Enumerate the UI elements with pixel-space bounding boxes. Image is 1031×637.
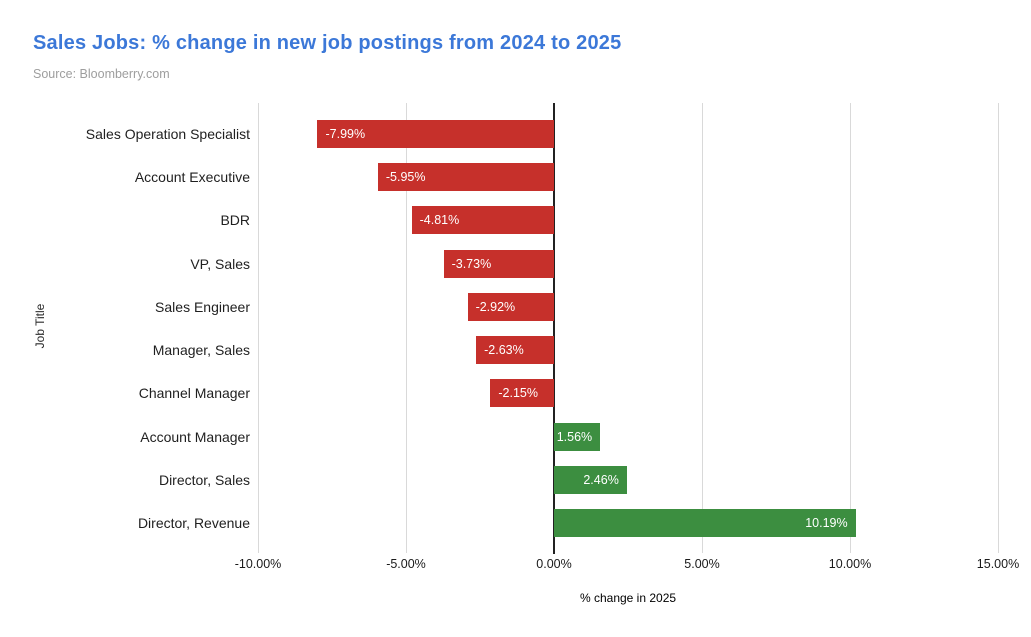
x-tick-label: 0.00% — [536, 557, 572, 571]
category-label: Sales Engineer — [155, 298, 250, 315]
zero-baseline — [553, 103, 555, 554]
category-label: VP, Sales — [190, 255, 250, 272]
bar-value-label: -4.81% — [419, 213, 460, 228]
bar-value-label: 10.19% — [805, 516, 848, 531]
category-label: Sales Operation Specialist — [85, 125, 250, 142]
bar-value-label: 2.46% — [583, 473, 619, 488]
bar-value-label: -2.15% — [498, 386, 538, 401]
category-label: Director, Sales — [158, 472, 250, 489]
x-tick-label: 10.00% — [828, 557, 872, 571]
x-axis-ticks: -10.00% -5.00% 0.00% 5.00% 10.00% 15.00% — [235, 557, 1019, 573]
category-label: Director, Revenue — [137, 515, 250, 532]
bar: -5.95% — [377, 162, 554, 191]
bar: -2.15% — [490, 379, 554, 408]
bar-value-label: -3.73% — [451, 256, 492, 271]
bar: -2.92% — [467, 292, 554, 321]
bar: 2.46% — [554, 466, 627, 495]
category-label: Manager, Sales — [152, 342, 250, 359]
chart-source: Source: Bloomberry.com — [33, 67, 170, 81]
gridline — [258, 103, 259, 553]
bar: -3.73% — [443, 249, 554, 278]
x-axis-title: % change in 2025 — [579, 591, 677, 605]
bar: -2.63% — [476, 336, 554, 365]
category-label: Account Executive — [134, 168, 250, 185]
bar: -7.99% — [317, 119, 554, 148]
bar: 1.56% — [554, 422, 601, 451]
category-label: BDR — [220, 212, 250, 229]
plot-area — [258, 103, 999, 554]
bar: 10.19% — [554, 509, 856, 538]
gridline — [998, 103, 999, 553]
gridline — [850, 103, 851, 553]
bar: -4.81% — [411, 206, 554, 235]
chart-title: Sales Jobs: % change in new job postings… — [33, 32, 622, 54]
y-axis-title: Job Title — [33, 303, 47, 349]
bar-value-label: -2.63% — [484, 343, 524, 358]
category-label: Channel Manager — [138, 385, 250, 402]
gridline — [406, 103, 407, 553]
x-tick-label: -10.00% — [234, 557, 282, 571]
x-tick-label: 5.00% — [684, 557, 720, 571]
category-label: Account Manager — [140, 428, 250, 445]
category-axis: Sales Operation Specialist Account Execut… — [56, 112, 250, 545]
bar-value-label: 1.56% — [556, 429, 593, 444]
bar-value-label: -2.92% — [475, 299, 516, 314]
x-tick-label: 15.00% — [976, 557, 1020, 571]
gridline — [702, 103, 703, 553]
bar-value-label: -5.95% — [385, 169, 426, 184]
x-tick-label: -5.00% — [386, 557, 426, 571]
bars-layer: -7.99% -5.95% -4.81% -3.73% -2.92% -2.63% -2.1… — [258, 112, 998, 545]
bar-value-label: -7.99% — [325, 126, 366, 141]
